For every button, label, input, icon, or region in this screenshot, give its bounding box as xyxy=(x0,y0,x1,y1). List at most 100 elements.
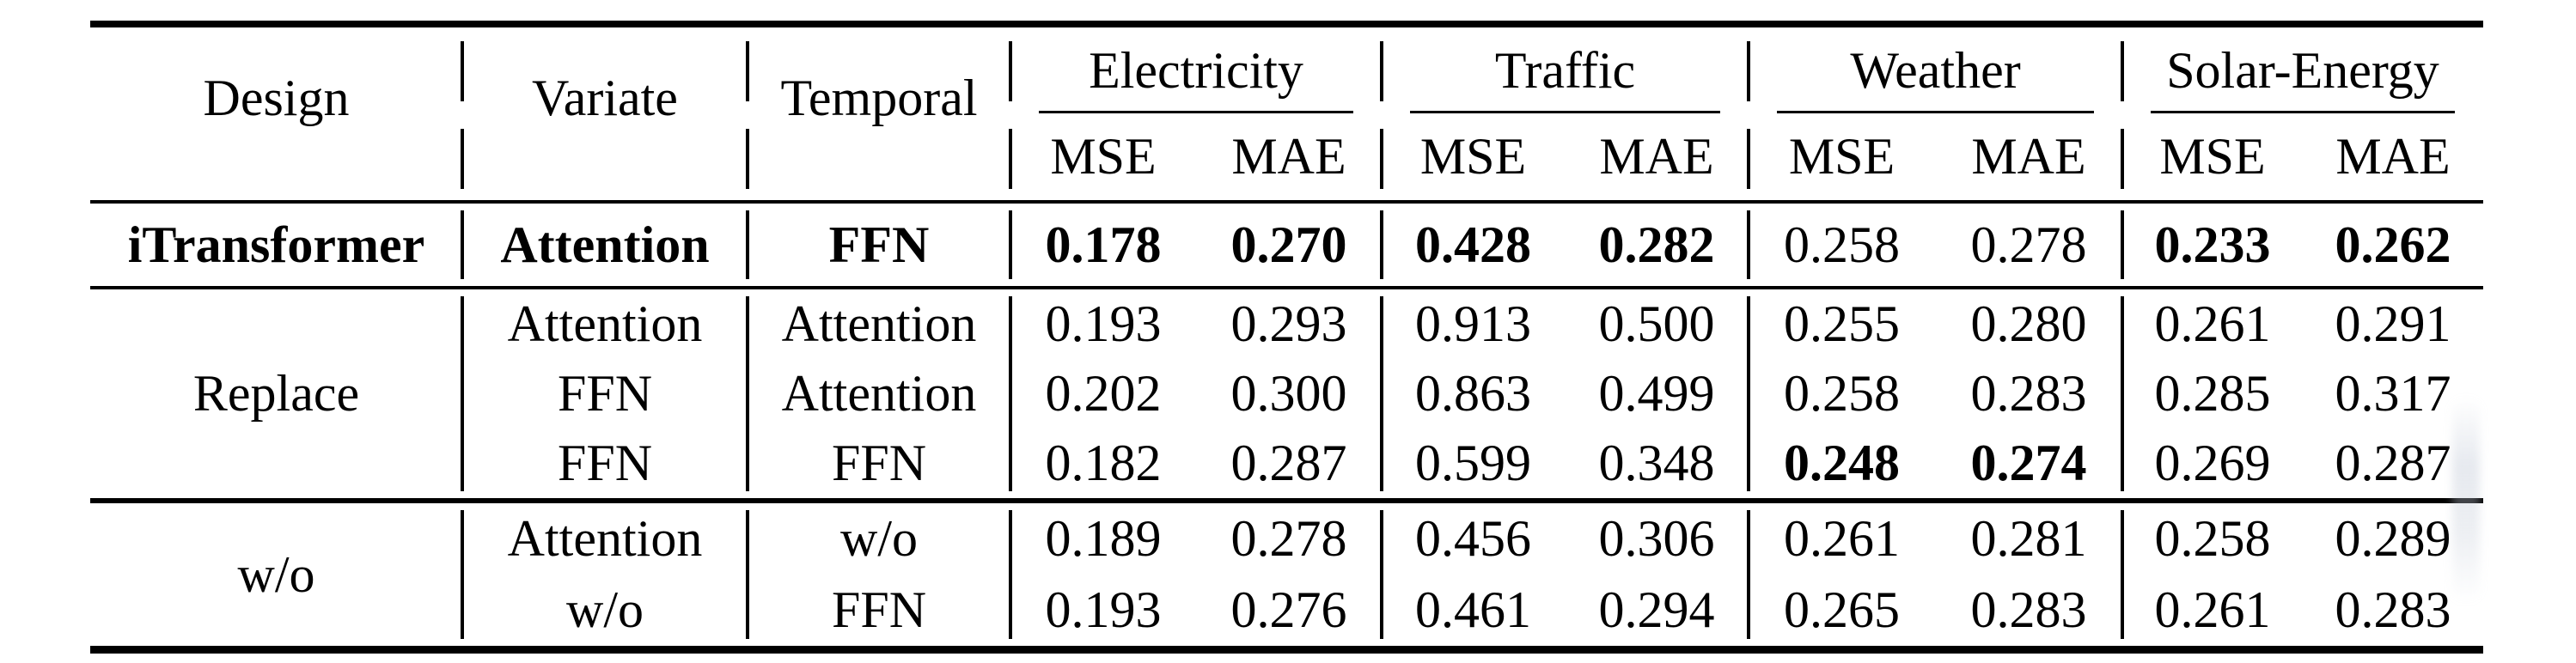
row-group-without: w/o Attention w/o 0.189 0.278 0.456 0.30… xyxy=(90,503,2483,646)
row-group-replace: Replace Attention Attention 0.193 0.293 … xyxy=(90,289,2483,498)
value-cell: 0.294 xyxy=(1598,581,1715,638)
column-separator xyxy=(2121,296,2124,491)
value-cell: 0.348 xyxy=(1598,435,1715,491)
value-cell: 0.258 xyxy=(1784,365,1900,422)
column-separator xyxy=(1747,41,1750,101)
dataset-header-solar-energy: Solar-Energy xyxy=(2122,27,2483,113)
value-cell: 0.291 xyxy=(2335,295,2451,352)
value-cell: 0.202 xyxy=(1045,365,1162,422)
metric-header-mae: MAE xyxy=(1231,128,1346,185)
column-separator xyxy=(1009,296,1012,491)
value-cell: 0.293 xyxy=(1230,295,1347,352)
metric-header-mae: MAE xyxy=(2335,128,2451,185)
column-separator xyxy=(1380,510,1383,639)
value-cell: 0.193 xyxy=(1045,295,1162,352)
value-cell: 0.193 xyxy=(1045,581,1162,638)
value-cell: 0.287 xyxy=(1230,435,1347,491)
value-cell: 0.456 xyxy=(1415,510,1531,567)
metric-header-mse: MSE xyxy=(1050,128,1157,185)
temporal-cell: FFN xyxy=(831,435,927,491)
value-cell: 0.317 xyxy=(2335,365,2451,422)
column-separator xyxy=(1009,129,1012,189)
value-cell: 0.461 xyxy=(1415,581,1531,638)
value-cell: 0.248 xyxy=(1784,435,1900,491)
section-rule xyxy=(90,498,2483,503)
table-top-rule xyxy=(90,21,2483,27)
value-cell: 0.270 xyxy=(1230,216,1347,273)
value-cell: 0.599 xyxy=(1415,435,1531,491)
table-bottom-rule xyxy=(90,646,2483,654)
column-separator xyxy=(1009,210,1012,279)
column-separator xyxy=(1009,41,1012,101)
variate-cell: FFN xyxy=(557,435,653,491)
value-cell: 0.287 xyxy=(2335,435,2451,491)
column-separator xyxy=(2121,210,2124,279)
value-cell: 0.283 xyxy=(1970,365,2087,422)
column-separator xyxy=(1009,510,1012,639)
metric-header-mse: MSE xyxy=(1419,128,1527,185)
value-cell: 0.261 xyxy=(2154,295,2271,352)
column-separator xyxy=(461,41,464,101)
value-cell: 0.278 xyxy=(1230,510,1347,567)
value-cell: 0.182 xyxy=(1045,435,1162,491)
col-header-design: Design xyxy=(203,70,350,126)
value-cell: 0.269 xyxy=(2154,435,2271,491)
dataset-header-traffic: Traffic xyxy=(1382,27,1749,113)
value-cell: 0.289 xyxy=(2335,510,2451,567)
variate-cell: w/o xyxy=(566,581,644,638)
value-cell: 0.262 xyxy=(2335,216,2451,273)
temporal-cell: Attention xyxy=(781,295,977,352)
column-separator xyxy=(1380,296,1383,491)
row-label: iTransformer xyxy=(127,216,425,273)
value-cell: 0.278 xyxy=(1970,216,2087,273)
value-cell: 0.300 xyxy=(1230,365,1347,422)
value-cell: 0.274 xyxy=(1970,435,2087,491)
value-cell: 0.178 xyxy=(1045,216,1162,273)
value-cell: 0.285 xyxy=(2154,365,2271,422)
value-cell: 0.280 xyxy=(1970,295,2087,352)
column-separator xyxy=(461,210,464,279)
variate-cell: FFN xyxy=(557,365,653,422)
value-cell: 0.863 xyxy=(1415,365,1531,422)
row-group-label: w/o xyxy=(237,545,315,603)
column-separator xyxy=(461,510,464,639)
variate-cell: Attention xyxy=(507,295,703,352)
temporal-cell: w/o xyxy=(840,510,918,567)
dataset-header-electricity: Electricity xyxy=(1010,27,1382,113)
metric-header-mae: MAE xyxy=(1971,128,2086,185)
value-cell: 0.281 xyxy=(1970,510,2087,567)
value-cell: 0.499 xyxy=(1598,365,1715,422)
column-separator xyxy=(2121,129,2124,189)
results-table: Design Variate Temporal Electricity Traf… xyxy=(90,21,2483,654)
value-cell: 0.276 xyxy=(1230,581,1347,638)
value-cell: 0.283 xyxy=(1970,581,2087,638)
value-cell: 0.261 xyxy=(1784,510,1900,567)
header-bottom-rule xyxy=(90,200,2483,204)
value-cell: 0.255 xyxy=(1784,295,1900,352)
column-separator xyxy=(1747,129,1750,189)
temporal-cell: FFN xyxy=(828,216,930,273)
column-separator xyxy=(461,129,464,189)
value-cell: 0.265 xyxy=(1784,581,1900,638)
metric-header-mse: MSE xyxy=(2159,128,2266,185)
column-separator xyxy=(746,510,749,639)
metric-header-mse: MSE xyxy=(1788,128,1895,185)
column-separator xyxy=(746,210,749,279)
variate-cell: Attention xyxy=(507,510,703,567)
value-cell: 0.500 xyxy=(1598,295,1715,352)
value-cell: 0.261 xyxy=(2154,581,2271,638)
column-separator xyxy=(1747,510,1750,639)
column-separator xyxy=(461,296,464,491)
column-separator xyxy=(2121,510,2124,639)
value-cell: 0.189 xyxy=(1045,510,1162,567)
variate-cell: Attention xyxy=(500,216,710,273)
value-cell: 0.258 xyxy=(2154,510,2271,567)
column-separator xyxy=(1747,296,1750,491)
value-cell: 0.258 xyxy=(1784,216,1900,273)
column-separator xyxy=(1747,210,1750,279)
value-cell: 0.306 xyxy=(1598,510,1715,567)
temporal-cell: Attention xyxy=(781,365,977,422)
row-group-label: Replace xyxy=(192,365,360,422)
dataset-header-weather: Weather xyxy=(1749,27,2122,113)
